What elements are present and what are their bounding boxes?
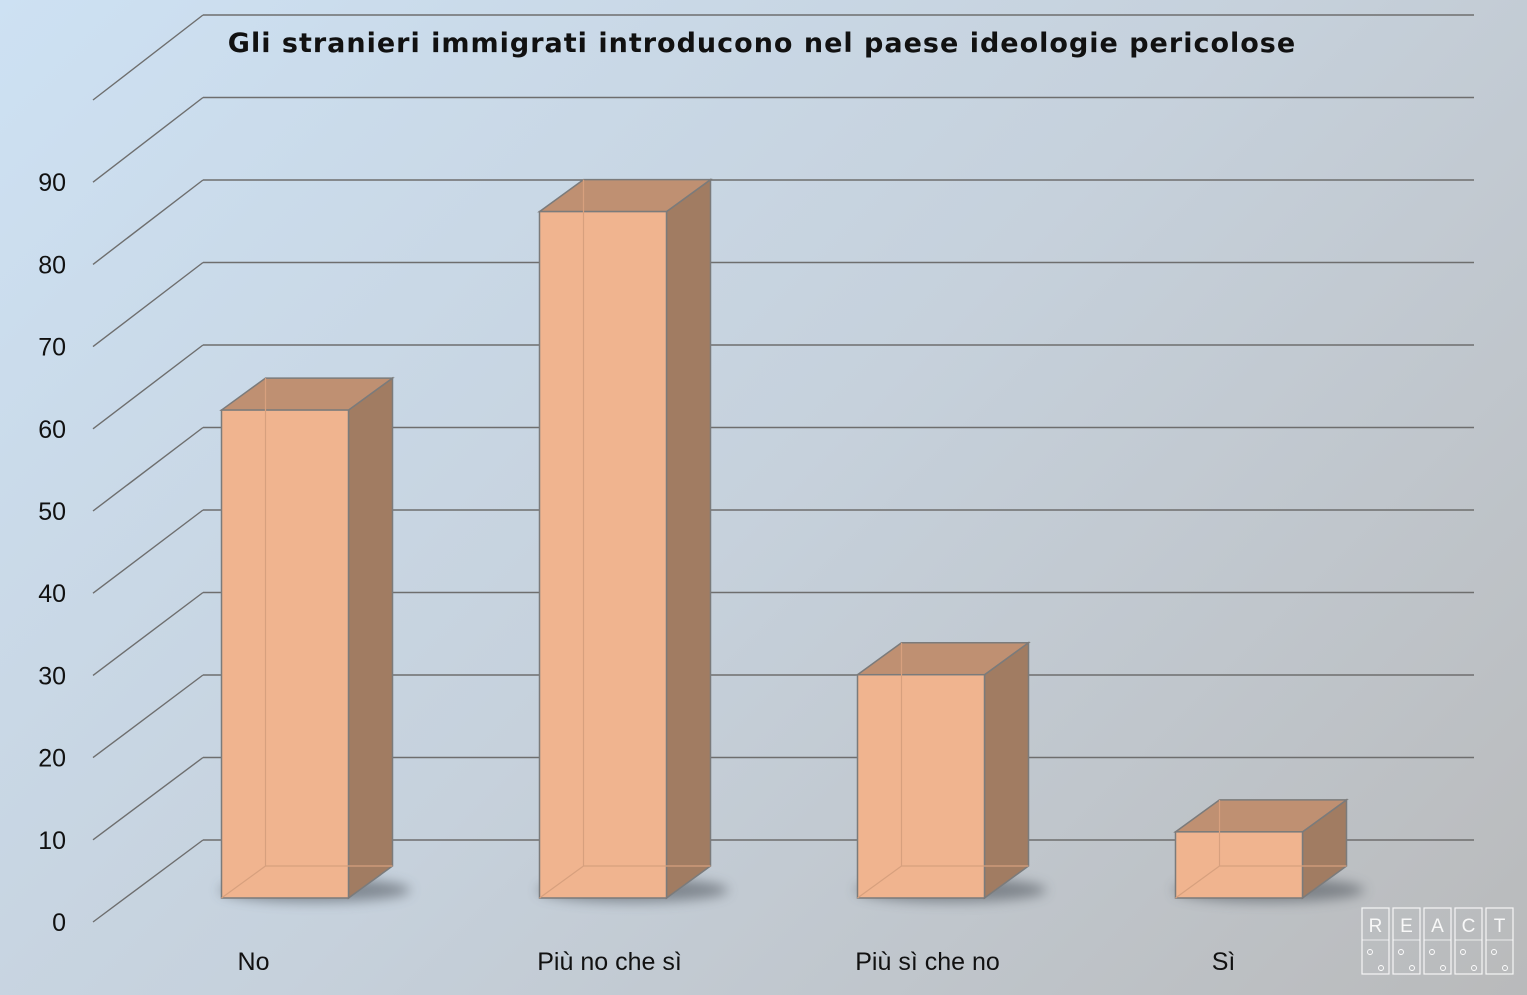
y-tick-label: 40 xyxy=(38,580,66,608)
category-label: No xyxy=(238,948,270,976)
y-tick-label: 30 xyxy=(38,662,66,690)
y-tick-label: 10 xyxy=(38,827,66,855)
bar xyxy=(1173,798,1349,900)
logo-box xyxy=(1454,907,1483,975)
grid-diagonal xyxy=(92,261,204,348)
logo-dot xyxy=(1471,965,1477,971)
logo-dot xyxy=(1440,965,1446,971)
bar-front-face xyxy=(538,210,668,899)
bar-front-face xyxy=(220,409,350,899)
grid-diagonal xyxy=(92,14,204,101)
y-tick-label: 70 xyxy=(38,334,66,362)
logo-dot xyxy=(1429,949,1435,955)
grid-diagonal xyxy=(92,96,204,183)
logo-box xyxy=(1485,907,1514,975)
grid-diagonal xyxy=(92,426,204,512)
grid-diagonal xyxy=(92,674,204,759)
y-axis-ticks: 0 10 20 30 40 50 60 70 80 90 xyxy=(38,169,66,937)
logo-dot xyxy=(1398,949,1404,955)
grid-diagonal xyxy=(92,839,204,923)
logo-dot xyxy=(1409,965,1415,971)
logo-dot xyxy=(1491,949,1497,955)
bar-front-face xyxy=(1174,831,1304,899)
logo-box xyxy=(1361,907,1390,975)
y-tick-label: 80 xyxy=(38,251,66,279)
logo-letter: T xyxy=(1494,916,1506,937)
grid-lines xyxy=(92,14,1474,923)
logo-letter: R xyxy=(1369,916,1383,937)
grid-diagonal xyxy=(92,591,204,676)
bar-side-face xyxy=(983,641,1030,900)
bar-front-face xyxy=(856,673,986,899)
logo-dot xyxy=(1367,949,1373,955)
bar xyxy=(219,376,395,900)
logo-letter: A xyxy=(1431,916,1444,937)
x-axis-labels: No Più no che sì Più sì che no Sì xyxy=(238,948,1236,976)
bar xyxy=(855,641,1031,900)
chart-title: Gli stranieri immigrati introducono nel … xyxy=(228,28,1296,59)
logo-letter: C xyxy=(1462,916,1476,937)
grid-diagonal xyxy=(92,179,204,265)
grid-diagonal xyxy=(92,756,204,841)
bar-side-face xyxy=(665,178,712,900)
y-tick-label: 0 xyxy=(52,909,66,937)
grid-diagonal xyxy=(92,344,204,430)
bar-side-face xyxy=(347,376,394,900)
y-tick-label: 20 xyxy=(38,745,66,773)
logo-dot xyxy=(1502,965,1508,971)
grid-diagonal xyxy=(92,509,204,594)
logo-dot xyxy=(1378,965,1384,971)
y-tick-label: 90 xyxy=(38,169,66,197)
bars xyxy=(219,178,1349,900)
category-label: Più sì che no xyxy=(855,948,1000,976)
category-label: Più no che sì xyxy=(537,948,682,976)
category-label: Sì xyxy=(1212,948,1236,976)
logo-dot xyxy=(1460,949,1466,955)
logo-box xyxy=(1423,907,1452,975)
logo-box xyxy=(1392,907,1421,975)
bar xyxy=(537,178,713,900)
y-tick-label: 50 xyxy=(38,498,66,526)
logo-letter: E xyxy=(1400,916,1413,937)
y-tick-label: 60 xyxy=(38,416,66,444)
